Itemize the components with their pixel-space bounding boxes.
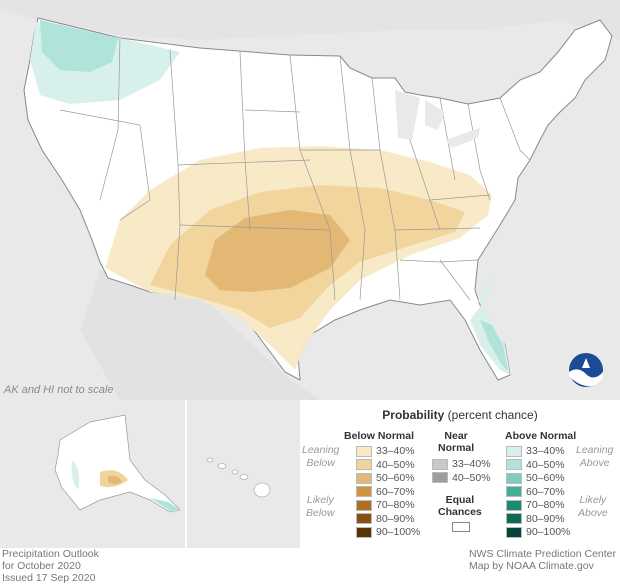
below-normal-swatch (356, 486, 372, 498)
below-normal-label: 60–70% (376, 485, 415, 498)
hawaii-islands (206, 457, 271, 498)
below-normal-row: 33–40% (356, 445, 415, 457)
equal-chances-label: Equal Chances (438, 494, 482, 518)
above-normal-label: 50–60% (526, 472, 565, 485)
conus-map-svg (0, 0, 620, 400)
near-normal-label: 40–50% (452, 471, 491, 484)
above-normal-header: Above Normal (505, 430, 577, 442)
inset-panel (0, 400, 300, 550)
below-normal-header: Below Normal (344, 430, 415, 442)
above-normal-label: 80–90% (526, 512, 565, 525)
above-normal-row: 50–60% (506, 472, 565, 484)
below-normal-label: 70–80% (376, 499, 415, 512)
below-normal-label: 90–100% (376, 526, 421, 539)
credit-caption: NWS Climate Prediction Center Map by NOA… (469, 548, 616, 572)
near-normal-header: Near Normal (438, 430, 475, 454)
near-normal-swatch (432, 458, 448, 470)
likely-below-label: Likely Below (306, 494, 335, 519)
lake-erie (445, 128, 480, 148)
ak-hi-inset-svg (54, 414, 271, 513)
above-normal-row: 60–70% (506, 486, 565, 498)
below-normal-row: 90–100% (356, 526, 420, 538)
below-normal-swatch (356, 445, 372, 457)
above-normal-label: 70–80% (526, 499, 565, 512)
near-normal-swatch (432, 472, 448, 484)
footer: Precipitation Outlook for October 2020 I… (0, 548, 620, 585)
above-normal-florida-40-50-area (480, 320, 508, 372)
below-normal-label: 50–60% (376, 472, 415, 485)
below-normal-swatch (356, 513, 372, 525)
below-normal-row: 50–60% (356, 472, 415, 484)
above-normal-swatch (506, 459, 522, 471)
above-normal-swatch (506, 526, 522, 538)
lake-huron (425, 100, 445, 130)
above-normal-swatch (506, 499, 522, 511)
below-normal-swatch (356, 526, 372, 538)
above-normal-northwest-40-50-area (40, 20, 118, 72)
below-normal-50-60-area (205, 210, 350, 292)
alaska-land (54, 414, 181, 513)
alaska-panhandle-above-area (150, 498, 180, 512)
outlook-caption: Precipitation Outlook for October 2020 I… (2, 548, 99, 584)
leaning-below-label: Leaning Below (302, 444, 340, 469)
above-normal-swatch (506, 445, 522, 457)
below-normal-swatch (356, 459, 372, 471)
above-normal-row: 90–100% (506, 526, 570, 538)
above-normal-row: 40–50% (506, 459, 565, 471)
inset-divider (185, 400, 187, 550)
alaska-below-normal-core-area (108, 475, 122, 484)
equal-chances-swatch (452, 522, 470, 532)
below-normal-row: 40–50% (356, 459, 415, 471)
noaa-logo-icon (569, 353, 603, 387)
below-normal-label: 33–40% (376, 445, 415, 458)
above-normal-row: 70–80% (506, 499, 565, 511)
below-normal-label: 80–90% (376, 512, 415, 525)
noaa-logo (568, 352, 604, 393)
outlook-title: Precipitation Outlook (2, 548, 99, 560)
canada-shape (0, 0, 620, 40)
state-borders (59, 37, 531, 301)
mexico-shape (80, 270, 320, 400)
scale-note: AK and HI not to scale (4, 384, 114, 396)
likely-above-label: Likely Above (578, 494, 608, 519)
legend-title: Probability (percent chance) (382, 408, 538, 422)
above-normal-label: 90–100% (526, 526, 571, 539)
near-normal-row: 33–40% (432, 458, 491, 470)
below-normal-swatch (356, 472, 372, 484)
above-normal-label: 60–70% (526, 485, 565, 498)
below-normal-row: 70–80% (356, 499, 415, 511)
credit-cpc: NWS Climate Prediction Center (468, 548, 616, 560)
outlook-issued-date: Issued 17 Sep 2020 (2, 572, 96, 584)
credit-climate-gov: Map by NOAA Climate.gov (468, 560, 594, 572)
lake-michigan (395, 90, 420, 140)
above-normal-swatch (506, 513, 522, 525)
above-normal-label: 33–40% (526, 445, 565, 458)
near-normal-label: 33–40% (452, 458, 491, 471)
above-normal-label: 40–50% (526, 458, 565, 471)
above-normal-row: 80–90% (506, 513, 565, 525)
above-normal-row: 33–40% (506, 445, 565, 457)
below-normal-row: 80–90% (356, 513, 415, 525)
above-normal-swatch (506, 486, 522, 498)
near-normal-row: 40–50% (432, 472, 491, 484)
above-normal-swatch (506, 472, 522, 484)
outlook-period: for October 2020 (2, 560, 81, 572)
alaska-above-normal-area (71, 460, 80, 490)
below-normal-swatch (356, 499, 372, 511)
main-map (0, 0, 620, 400)
legend: Probability (percent chance) Below Norma… (300, 400, 620, 550)
leaning-above-label: Leaning Above (576, 444, 614, 469)
below-normal-row: 60–70% (356, 486, 415, 498)
below-normal-label: 40–50% (376, 458, 415, 471)
